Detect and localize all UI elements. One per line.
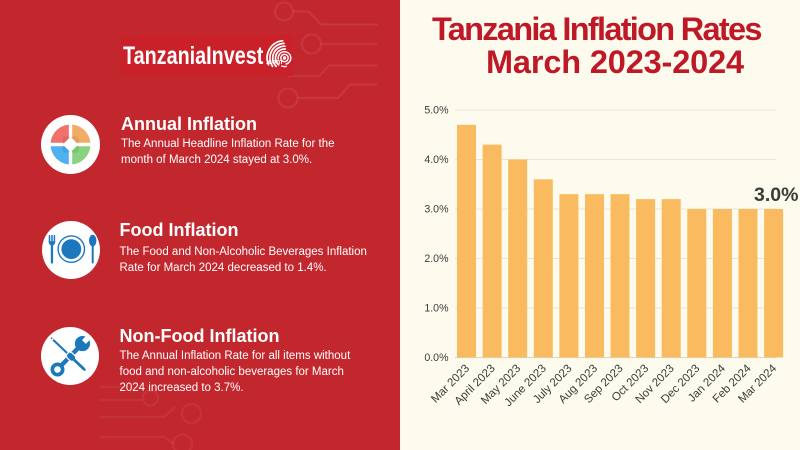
- svg-text:3.0%: 3.0%: [424, 204, 449, 216]
- svg-text:2.0%: 2.0%: [424, 253, 449, 265]
- svg-text:1.0%: 1.0%: [424, 303, 449, 315]
- svg-text:3.0%: 3.0%: [754, 184, 798, 206]
- svg-text:4.0%: 4.0%: [424, 154, 449, 166]
- svg-text:5.0%: 5.0%: [424, 105, 449, 117]
- svg-text:0.0%: 0.0%: [424, 352, 449, 364]
